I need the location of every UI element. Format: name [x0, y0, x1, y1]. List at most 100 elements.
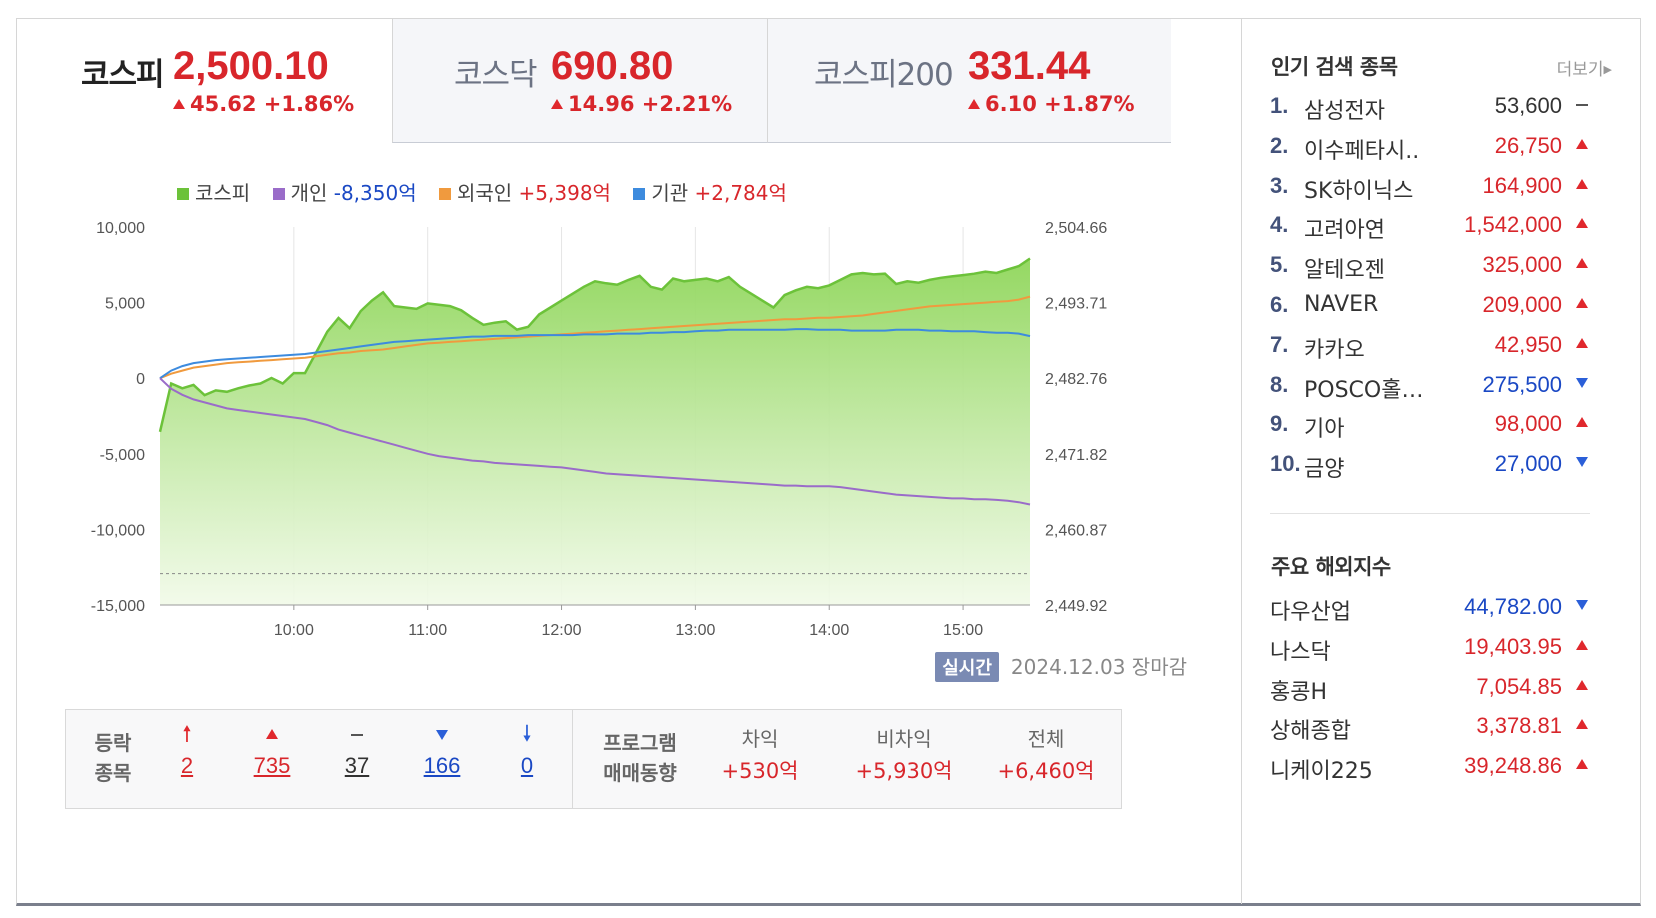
world-index-item[interactable]: 나스닥 19,403.95	[1270, 634, 1590, 674]
popular-name[interactable]: POSCO홀…	[1304, 377, 1424, 403]
tab-kospi-change: 45.62 +1.86%	[173, 92, 354, 116]
tab-kospi200-change-text: 6.10 +1.87%	[985, 92, 1135, 116]
program-label-line2: 매매동향	[603, 761, 677, 785]
y-right-tick-label: 2,493.71	[1045, 296, 1107, 313]
more-link-text: 더보기	[1556, 60, 1604, 80]
popular-item[interactable]: 10. 금양 27,000	[1270, 451, 1590, 491]
tab-kosdaq-name: 코스닥	[454, 57, 538, 93]
tab-kospi200-value: 331.44	[968, 44, 1091, 88]
world-index-item[interactable]: 니케이225 39,248.86	[1270, 753, 1590, 793]
program-label-line1: 프로그램	[603, 731, 677, 755]
up-count[interactable]: 735	[253, 753, 291, 778]
legend-swatch-kospi	[177, 188, 189, 200]
popular-price: 26,750	[1494, 132, 1562, 158]
popular-rank: 5.	[1270, 252, 1289, 278]
tab-kosdaq[interactable]: 코스닥 690.80 14.96 +2.21%	[392, 19, 767, 143]
popular-name[interactable]: 금양	[1304, 457, 1345, 483]
popular-rank: 6.	[1270, 292, 1289, 317]
lower-limit-count[interactable]: 0	[520, 753, 534, 778]
tab-kospi[interactable]: 코스피 2,500.10 45.62 +1.86%	[17, 19, 392, 143]
flat-count[interactable]: 37	[344, 753, 370, 778]
tab-kospi200[interactable]: 코스피200 331.44 6.10 +1.87%	[767, 19, 1171, 143]
legend-institution[interactable]: 기관 +2,784억	[633, 177, 787, 206]
world-index-value: 19,403.95	[1464, 633, 1562, 659]
popular-name[interactable]: 이수페타시..	[1304, 138, 1420, 164]
program-total-value: +6,460억	[997, 759, 1095, 783]
popular-name[interactable]: 삼성전자	[1304, 99, 1385, 124]
popular-name[interactable]: 고려아연	[1304, 218, 1385, 244]
program-arbitrage-label: 차익	[741, 727, 779, 751]
series-line-kospi	[158, 257, 1031, 433]
program-arbitrage-value: +530억	[721, 759, 799, 783]
popular-rank: 8.	[1270, 371, 1289, 397]
y-left-tick-label: 5,000	[105, 296, 145, 313]
world-index-item[interactable]: 다우산업 44,782.00	[1270, 594, 1590, 634]
program-non-arbitrage-label: 비차익	[876, 727, 932, 751]
down-triangle-icon	[1574, 594, 1590, 619]
up-triangle-icon	[1574, 252, 1590, 277]
upper-limit-count[interactable]: 2	[180, 753, 194, 778]
up-triangle-icon	[237, 720, 307, 750]
popular-item[interactable]: 2. 이수페타시.. 26,750	[1270, 133, 1590, 173]
program-non-arbitrage-value: +5,930억	[855, 759, 953, 783]
popular-item[interactable]: 5. 알테오젠 325,000	[1270, 252, 1590, 292]
series-line-foreign	[159, 295, 1031, 380]
world-index-name[interactable]: 다우산업	[1270, 600, 1351, 625]
world-index-name[interactable]: 홍콩H	[1270, 679, 1328, 705]
more-link[interactable]: 더보기▶	[1557, 55, 1612, 80]
down-count[interactable]: 166	[423, 753, 461, 778]
breadth-label-line1: 등락	[94, 731, 132, 755]
y-right-tick-label: 2,460.87	[1045, 522, 1107, 539]
y-left-tick-label: 0	[136, 371, 145, 388]
legend-kospi[interactable]: 코스피	[177, 177, 250, 206]
popular-name[interactable]: SK하이닉스	[1304, 178, 1414, 204]
popular-rank: 9.	[1270, 411, 1289, 437]
popular-item[interactable]: 8. POSCO홀… 275,500	[1270, 372, 1590, 412]
legend-swatch-institution	[633, 188, 646, 200]
y-right-tick-label: 2,482.76	[1045, 371, 1107, 388]
y-left-tick-label: -10,000	[91, 522, 145, 539]
popular-item[interactable]: 9. 기아 98,000	[1270, 411, 1590, 451]
popular-name[interactable]: NAVER	[1304, 292, 1379, 317]
panel-divider	[1270, 513, 1590, 514]
market-status: 장마감	[1131, 655, 1187, 679]
legend-individual-value: -8,350억	[333, 181, 417, 205]
arrow-down-limit-icon: 🠗	[522, 722, 532, 747]
realtime-badge[interactable]: 실시간	[935, 652, 999, 682]
world-index-name[interactable]: 니케이225	[1270, 759, 1373, 785]
world-index-name[interactable]: 나스닥	[1270, 639, 1331, 665]
program-total: 전체 +6,460억	[976, 724, 1116, 788]
popular-item[interactable]: 6. NAVER 209,000	[1270, 292, 1590, 332]
popular-price: 164,900	[1482, 172, 1562, 198]
tab-kospi-name: 코스피	[81, 57, 165, 93]
popular-title: 인기 검색 종목	[1271, 55, 1398, 79]
popular-name[interactable]: 기아	[1304, 417, 1345, 443]
chart-legend: 코스피 개인 -8,350억 외국인 +5,398억 기관 +2,784억	[177, 177, 803, 206]
up-triangle-icon	[1574, 173, 1590, 198]
up-triangle-icon	[1574, 674, 1590, 699]
popular-name[interactable]: 카카오	[1304, 337, 1365, 363]
world-index-name[interactable]: 상해종합	[1270, 719, 1351, 745]
world-index-value: 3,378.81	[1476, 713, 1562, 739]
legend-foreign[interactable]: 외국인 +5,398억	[438, 177, 611, 206]
popular-price: 275,500	[1482, 371, 1562, 397]
kospi-investor-chart[interactable]: 10:00 11:00 12:00 13:00 14:00 15:00 10,000 5,00…	[17, 209, 1241, 649]
x-tick-label: 12:00	[542, 622, 582, 639]
popular-price: 53,600	[1494, 93, 1562, 118]
popular-name[interactable]: 알테오젠	[1304, 258, 1385, 284]
x-tick-label: 10:00	[274, 622, 314, 639]
popular-item[interactable]: 3. SK하이닉스 164,900	[1270, 173, 1590, 213]
up-triangle-icon	[968, 99, 980, 109]
up-triangle-icon	[1574, 634, 1590, 659]
y-left-tick-label: -5,000	[100, 447, 145, 464]
popular-item[interactable]: 7. 카카오 42,950	[1270, 332, 1590, 372]
world-index-item[interactable]: 상해종합 3,378.81	[1270, 713, 1590, 753]
popular-item[interactable]: 1. 삼성전자 53,600	[1270, 93, 1590, 133]
popular-rank: 2.	[1270, 132, 1289, 158]
popular-item[interactable]: 4. 고려아연 1,542,000	[1270, 212, 1590, 252]
legend-individual[interactable]: 개인 -8,350억	[272, 177, 417, 206]
up-triangle-icon	[1574, 411, 1590, 436]
tab-kosdaq-change: 14.96 +2.21%	[551, 92, 732, 116]
y-right-tick-label: 2,449.92	[1045, 598, 1107, 615]
world-index-item[interactable]: 홍콩H 7,054.85	[1270, 674, 1590, 714]
